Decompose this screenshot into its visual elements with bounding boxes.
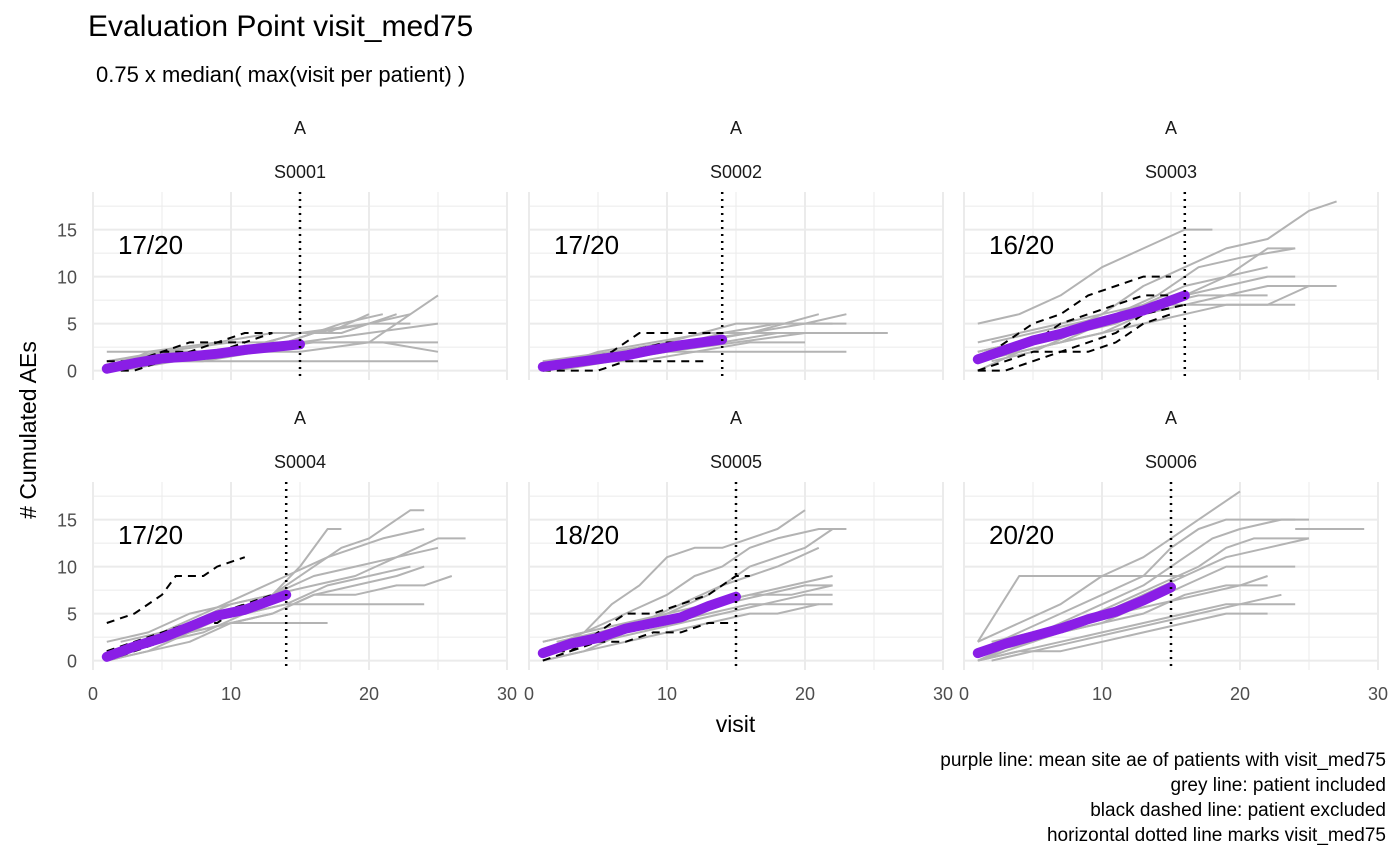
patient-excluded-line xyxy=(106,556,246,624)
x-tick-label: 30 xyxy=(1368,684,1388,704)
patient-included-line xyxy=(542,528,847,643)
patient-included-line xyxy=(977,518,1296,653)
y-tick-label: 10 xyxy=(57,558,77,578)
patient-included-line xyxy=(977,228,1213,325)
x-tick-label: 10 xyxy=(1092,684,1112,704)
patient-excluded-line xyxy=(542,622,736,653)
caption-line-1: purple line: mean site ae of patients wi… xyxy=(940,750,1386,771)
y-tick-label: 10 xyxy=(57,268,77,288)
patient-included-line xyxy=(976,575,1185,643)
patient-included-line xyxy=(977,490,1241,643)
facet-site-label: S0002 xyxy=(710,162,762,182)
facet-site-label: S0006 xyxy=(1145,452,1197,472)
caption-line-4: horizontal dotted line marks visit_med75 xyxy=(1046,825,1386,846)
x-tick-label: 0 xyxy=(88,684,98,704)
patient-included-line xyxy=(542,332,805,372)
patient-excluded-line xyxy=(977,313,1172,372)
caption-line-3: black dashed line: patient excluded xyxy=(1090,800,1386,821)
mean-site-ae-line xyxy=(101,339,305,374)
patient-included-line xyxy=(542,584,833,643)
facet-group-label: A xyxy=(730,118,742,138)
patient-included-line xyxy=(977,612,1268,662)
patient-included-line xyxy=(542,509,806,653)
patient-excluded-line xyxy=(977,303,1186,372)
facet-site-label: S0005 xyxy=(710,452,762,472)
facet-group-label: A xyxy=(294,408,306,428)
x-tick-label: 20 xyxy=(359,684,379,704)
chart-caption: purple line: mean site ae of patients wi… xyxy=(940,748,1386,848)
patient-included-line xyxy=(542,528,834,662)
facet-group-label: A xyxy=(1165,408,1177,428)
x-tick-label: 0 xyxy=(524,684,534,704)
patient-ratio-label: 17/20 xyxy=(118,230,183,260)
patient-included-line xyxy=(106,313,397,363)
mean-site-ae-line xyxy=(972,582,1176,659)
facet-site-label: S0003 xyxy=(1145,162,1197,182)
x-tick-label: 20 xyxy=(795,684,815,704)
mean-site-ae-line xyxy=(101,589,292,662)
x-tick-label: 10 xyxy=(221,684,241,704)
patient-included-line xyxy=(106,537,466,662)
y-tick-label: 15 xyxy=(57,221,77,241)
y-tick-label: 0 xyxy=(67,362,77,382)
patient-included-line xyxy=(991,593,1282,662)
y-axis-title: # Cumulated AEs xyxy=(15,341,41,519)
patient-excluded-line xyxy=(542,360,709,372)
mean-site-ae-line xyxy=(972,290,1190,365)
patient-included-line xyxy=(977,603,1296,662)
facet-group-label: A xyxy=(1165,118,1177,138)
facet-group-label: A xyxy=(730,408,742,428)
facet-site-label: S0001 xyxy=(274,162,326,182)
chart-subtitle: 0.75 x median( max(visit per patient) ) xyxy=(96,62,466,87)
x-tick-label: 30 xyxy=(497,684,517,704)
patient-included-line xyxy=(120,528,425,643)
patient-included-line xyxy=(106,313,370,372)
y-tick-label: 5 xyxy=(67,315,77,335)
x-tick-label: 20 xyxy=(1230,684,1250,704)
facet-group-label: A xyxy=(294,118,306,138)
patient-ratio-label: 18/20 xyxy=(554,520,619,550)
x-tick-label: 30 xyxy=(933,684,953,704)
patient-ratio-label: 20/20 xyxy=(989,520,1054,550)
x-tick-label: 0 xyxy=(959,684,969,704)
mean-site-ae-line xyxy=(537,591,741,659)
x-axis-title: visit xyxy=(716,711,756,737)
patient-ratio-label: 17/20 xyxy=(118,520,183,550)
patient-included-line xyxy=(991,247,1296,344)
patient-ratio-label: 17/20 xyxy=(554,230,619,260)
facet-site-label: S0004 xyxy=(274,452,326,472)
mean-site-ae-line xyxy=(537,334,728,372)
chart-title: Evaluation Point visit_med75 xyxy=(88,10,474,43)
x-tick-label: 10 xyxy=(657,684,677,704)
caption-line-2: grey line: patient included xyxy=(1170,775,1386,796)
y-tick-label: 15 xyxy=(57,511,77,531)
patient-included-line xyxy=(977,303,1296,363)
patient-ratio-label: 16/20 xyxy=(989,230,1054,260)
y-tick-label: 0 xyxy=(67,652,77,672)
y-tick-label: 5 xyxy=(67,605,77,625)
patient-excluded-line xyxy=(977,275,1171,363)
